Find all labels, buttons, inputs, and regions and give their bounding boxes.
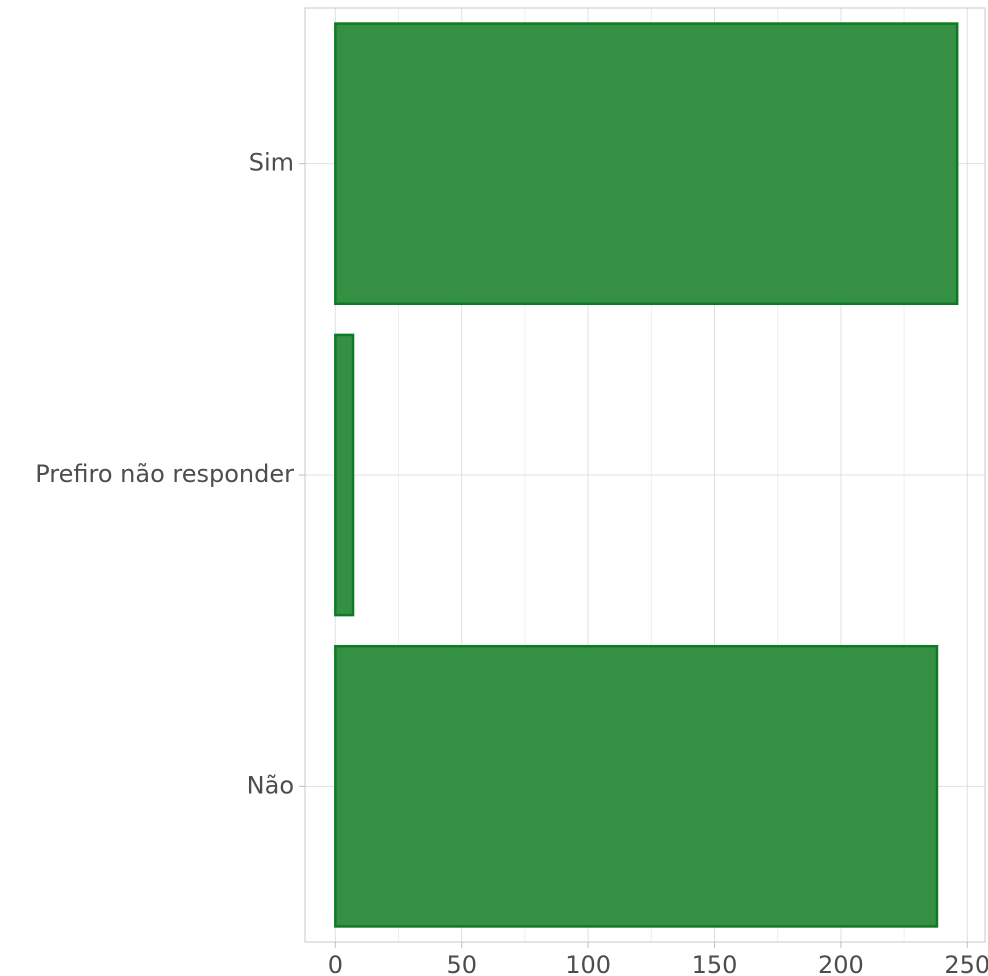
x-tick-label: 100 [565,951,611,976]
y-axis: Sim Prefiro não responder Não [35,149,305,799]
y-tick-label: Não [247,771,294,799]
bars [334,22,959,928]
x-tick-label: 0 [328,951,343,976]
y-tick-label: Sim [249,149,294,177]
x-tick-label: 150 [692,951,738,976]
y-tick-label: Prefiro não responder [35,460,294,488]
x-tick-label: 200 [818,951,864,976]
x-tick-label: 250 [944,951,988,976]
bar-0 [334,22,959,306]
bar-2 [334,644,939,928]
bar-1 [334,333,355,617]
x-tick-label: 50 [446,951,477,976]
x-axis: 0 50 100 150 200 250 [328,942,988,976]
